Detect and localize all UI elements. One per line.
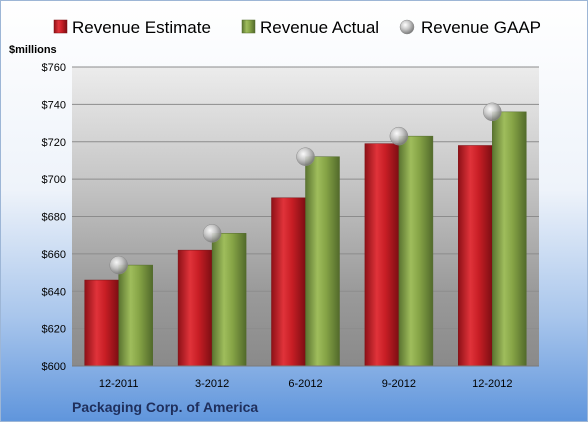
y-axis-ticks: $600 $620 $640 $660 $680 $700 $720 $740 $760 (42, 62, 66, 373)
legend-swatch-estimate (53, 19, 68, 34)
legend-label-gaap: Revenue GAAP (421, 18, 541, 37)
x-axis-ticks: 12-2011 3-2012 6-2012 9-2012 12-2012 (99, 378, 513, 390)
x-tick-label: 9-2012 (382, 378, 416, 390)
bars (84, 111, 527, 367)
legend-label-actual: Revenue Actual (260, 18, 379, 37)
bar-revenue-estimate (177, 249, 213, 367)
legend-label-estimate: Revenue Estimate (72, 18, 211, 37)
y-tick-label: $660 (42, 249, 66, 261)
x-tick-label: 6-2012 (288, 378, 322, 390)
bar-revenue-estimate (271, 197, 306, 367)
x-tick-label: 3-2012 (195, 378, 229, 390)
bar-revenue-actual (398, 135, 434, 367)
legend-item-actual: Revenue Actual (241, 18, 379, 37)
y-tick-label: $720 (42, 137, 66, 149)
marker-revenue-gaap (483, 102, 502, 122)
x-tick-label: 12-2012 (472, 378, 512, 390)
bar-revenue-actual (118, 264, 153, 367)
bar-revenue-actual (492, 111, 527, 367)
legend-item-estimate: Revenue Estimate (53, 18, 211, 37)
gaap-markers (109, 102, 502, 275)
bar-revenue-estimate (458, 145, 493, 367)
legend-swatch-gaap (399, 19, 415, 35)
bar-revenue-estimate (364, 143, 400, 367)
legend: Revenue Estimate Revenue Actual Revenue … (53, 18, 541, 37)
marker-revenue-gaap (202, 224, 222, 243)
marker-revenue-gaap (109, 255, 128, 275)
y-tick-label: $760 (42, 62, 66, 74)
x-tick-label: 12-2011 (99, 378, 139, 390)
bar-revenue-estimate (84, 279, 119, 367)
legend-item-gaap: Revenue GAAP (399, 18, 541, 37)
y-tick-label: $740 (42, 99, 66, 111)
legend-swatch-actual (241, 19, 256, 34)
marker-revenue-gaap (389, 126, 409, 146)
y-tick-label: $700 (42, 174, 66, 186)
y-axis-unit-label: $millions (9, 44, 57, 56)
company-name: Packaging Corp. of America (72, 399, 258, 415)
y-tick-label: $600 (42, 361, 66, 373)
bar-revenue-actual (211, 233, 247, 367)
marker-revenue-gaap (296, 147, 315, 166)
y-tick-label: $620 (42, 324, 66, 336)
bar-revenue-actual (305, 156, 340, 367)
y-tick-label: $640 (42, 286, 66, 298)
y-tick-label: $680 (42, 212, 66, 224)
